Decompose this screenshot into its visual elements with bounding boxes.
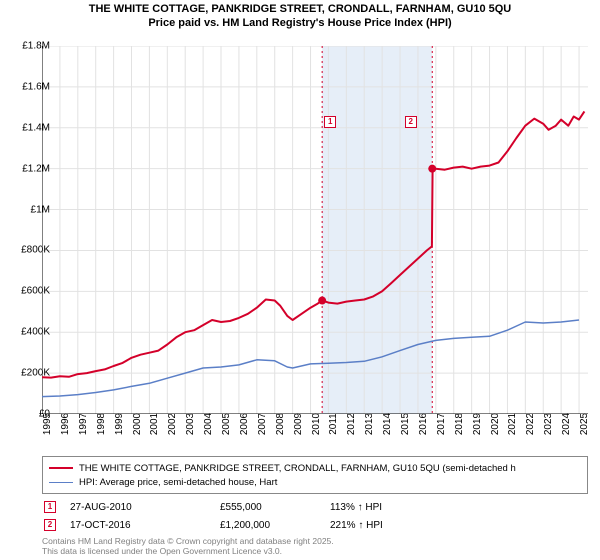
event-price: £1,200,000 xyxy=(220,520,330,531)
chart-marker-label: 1 xyxy=(324,116,336,128)
attribution-line-1: Contains HM Land Registry data © Crown c… xyxy=(42,536,588,546)
x-tick-label: 2002 xyxy=(167,413,178,435)
event-price: £555,000 xyxy=(220,502,330,513)
y-tick-label: £200K xyxy=(21,368,50,379)
y-tick-label: £1.2M xyxy=(22,163,50,174)
x-tick-label: 2024 xyxy=(561,413,572,435)
event-table: 1 27-AUG-2010£555,000113% ↑ HPI 2 17-OCT-20… xyxy=(42,498,588,534)
x-tick-label: 1998 xyxy=(96,413,107,435)
legend-label: THE WHITE COTTAGE, PANKRIDGE STREET, CRO… xyxy=(79,463,516,474)
event-pct: 113% ↑ HPI xyxy=(330,502,382,513)
legend-item: THE WHITE COTTAGE, PANKRIDGE STREET, CRO… xyxy=(49,461,581,475)
x-tick-label: 2006 xyxy=(239,413,250,435)
x-tick-label: 2019 xyxy=(472,413,483,435)
x-tick-label: 2017 xyxy=(436,413,447,435)
chart-marker-label: 2 xyxy=(405,116,417,128)
legend-swatch xyxy=(49,467,73,469)
x-tick-label: 2022 xyxy=(525,413,536,435)
x-tick-label: 2001 xyxy=(149,413,160,435)
x-tick-label: 2021 xyxy=(507,413,518,435)
event-marker: 1 xyxy=(44,501,56,513)
x-tick-label: 1999 xyxy=(114,413,125,435)
y-tick-label: £1.8M xyxy=(22,41,50,52)
y-tick-label: £1.4M xyxy=(22,122,50,133)
y-tick-label: £1.6M xyxy=(22,81,50,92)
attribution-line-2: This data is licensed under the Open Gov… xyxy=(42,546,588,556)
x-tick-label: 2004 xyxy=(203,413,214,435)
event-date: 27-AUG-2010 xyxy=(70,502,220,513)
x-tick-label: 1995 xyxy=(42,413,53,435)
x-tick-label: 2025 xyxy=(579,413,590,435)
line-chart-svg xyxy=(42,46,588,414)
y-tick-label: £800K xyxy=(21,245,50,256)
x-tick-label: 1996 xyxy=(60,413,71,435)
title-line-2: Price paid vs. HM Land Registry's House … xyxy=(0,16,600,30)
x-tick-label: 2012 xyxy=(346,413,357,435)
event-marker: 2 xyxy=(44,519,56,531)
x-tick-label: 2000 xyxy=(132,413,143,435)
event-date: 17-OCT-2016 xyxy=(70,520,220,531)
event-pct: 221% ↑ HPI xyxy=(330,520,383,531)
x-tick-label: 2014 xyxy=(382,413,393,435)
chart-plot-area xyxy=(42,46,588,414)
x-tick-label: 2020 xyxy=(490,413,501,435)
x-tick-label: 2009 xyxy=(293,413,304,435)
event-row: 2 17-OCT-2016£1,200,000221% ↑ HPI xyxy=(42,516,588,534)
attribution-text: Contains HM Land Registry data © Crown c… xyxy=(42,536,588,556)
x-tick-label: 2016 xyxy=(418,413,429,435)
x-tick-label: 2008 xyxy=(275,413,286,435)
x-tick-label: 2015 xyxy=(400,413,411,435)
legend-label: HPI: Average price, semi-detached house,… xyxy=(79,477,277,488)
x-tick-label: 2007 xyxy=(257,413,268,435)
y-tick-label: £600K xyxy=(21,286,50,297)
legend-item: HPI: Average price, semi-detached house,… xyxy=(49,475,581,489)
chart-title: THE WHITE COTTAGE, PANKRIDGE STREET, CRO… xyxy=(0,0,600,31)
y-tick-label: £400K xyxy=(21,327,50,338)
x-tick-label: 2013 xyxy=(364,413,375,435)
chart-legend: THE WHITE COTTAGE, PANKRIDGE STREET, CRO… xyxy=(42,456,588,494)
x-tick-label: 2023 xyxy=(543,413,554,435)
y-tick-label: £1M xyxy=(31,204,50,215)
legend-swatch xyxy=(49,482,73,483)
x-tick-label: 2005 xyxy=(221,413,232,435)
x-tick-label: 2011 xyxy=(328,413,339,435)
x-tick-label: 2018 xyxy=(454,413,465,435)
event-row: 1 27-AUG-2010£555,000113% ↑ HPI xyxy=(42,498,588,516)
x-tick-label: 2010 xyxy=(311,413,322,435)
title-line-1: THE WHITE COTTAGE, PANKRIDGE STREET, CRO… xyxy=(0,2,600,16)
x-tick-label: 1997 xyxy=(78,413,89,435)
x-tick-label: 2003 xyxy=(185,413,196,435)
